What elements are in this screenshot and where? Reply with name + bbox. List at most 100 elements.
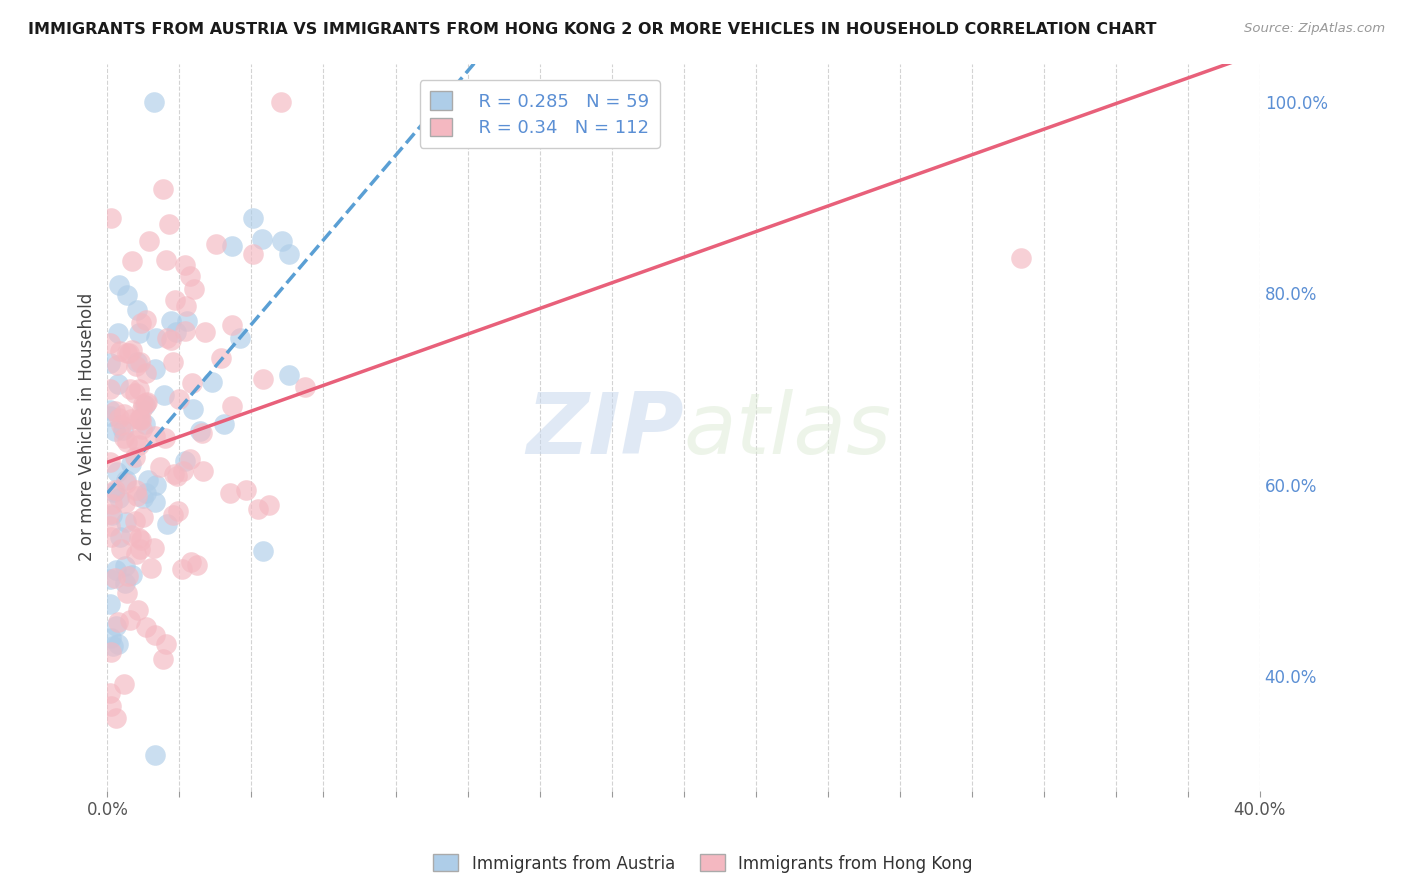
Point	[98, 409, 121, 423]
Point	[166, 504, 188, 518]
Point	[183, 282, 205, 296]
Point	[101, 639, 124, 653]
Point	[121, 343, 143, 357]
Point	[172, 464, 194, 478]
Point	[143, 495, 166, 509]
Point	[142, 541, 165, 556]
Text: IMMIGRANTS FROM AUSTRIA VS IMMIGRANTS FROM HONG KONG 2 OR MORE VEHICLES IN HOUSE: IMMIGRANTS FROM AUSTRIA VS IMMIGRANTS FR…	[28, 22, 1157, 37]
Point	[115, 473, 138, 487]
Point	[143, 628, 166, 642]
Point	[110, 541, 132, 556]
Point	[160, 334, 183, 348]
Point	[118, 346, 141, 360]
Text: Source: ZipAtlas.com: Source: ZipAtlas.com	[1244, 22, 1385, 36]
Point	[100, 631, 122, 645]
Point	[120, 382, 142, 396]
Point	[115, 345, 138, 359]
Point	[125, 434, 148, 448]
Point	[138, 473, 160, 487]
Point	[125, 483, 148, 497]
Point	[156, 331, 179, 345]
Point	[186, 558, 208, 572]
Point	[190, 426, 212, 441]
Point	[173, 324, 195, 338]
Point	[242, 211, 264, 225]
Point	[114, 495, 136, 509]
Point	[156, 516, 179, 531]
Point	[174, 258, 197, 272]
Point	[135, 486, 157, 500]
Point	[219, 486, 242, 500]
Point	[124, 514, 146, 528]
Point	[115, 435, 138, 450]
Point	[128, 531, 150, 545]
Point	[163, 467, 186, 482]
Point	[180, 555, 202, 569]
Point	[108, 410, 131, 425]
Point	[135, 313, 157, 327]
Point	[1010, 251, 1032, 265]
Point	[142, 95, 165, 110]
Point	[252, 372, 274, 386]
Point	[134, 398, 156, 412]
Point	[188, 425, 211, 439]
Point	[120, 528, 142, 542]
Point	[152, 387, 174, 401]
Point	[135, 367, 157, 381]
Point	[162, 508, 184, 522]
Point	[257, 498, 280, 512]
Point	[98, 402, 121, 417]
Point	[125, 547, 148, 561]
Point	[242, 247, 264, 261]
Point	[107, 637, 129, 651]
Point	[131, 401, 153, 416]
Point	[115, 585, 138, 599]
Point	[170, 562, 193, 576]
Point	[124, 359, 146, 373]
Point	[179, 269, 201, 284]
Point	[124, 386, 146, 401]
Point	[176, 314, 198, 328]
Legend: Immigrants from Austria, Immigrants from Hong Kong: Immigrants from Austria, Immigrants from…	[426, 847, 980, 880]
Point	[201, 376, 224, 390]
Point	[112, 431, 135, 445]
Point	[128, 541, 150, 556]
Point	[98, 356, 121, 370]
Point	[129, 533, 152, 548]
Point	[107, 615, 129, 629]
Point	[270, 95, 292, 110]
Point	[100, 644, 122, 658]
Point	[121, 253, 143, 268]
Point	[115, 476, 138, 491]
Point	[100, 699, 122, 714]
Point	[101, 497, 124, 511]
Point	[194, 325, 217, 339]
Point	[155, 253, 177, 268]
Point	[111, 423, 134, 437]
Point	[191, 464, 214, 478]
Y-axis label: 2 or more Vehicles in Household: 2 or more Vehicles in Household	[79, 293, 96, 561]
Point	[114, 559, 136, 574]
Point	[143, 747, 166, 762]
Point	[108, 343, 131, 358]
Point	[98, 686, 121, 700]
Point	[105, 358, 128, 372]
Point	[127, 490, 149, 504]
Point	[277, 368, 299, 383]
Point	[115, 515, 138, 529]
Point	[141, 561, 163, 575]
Point	[104, 483, 127, 497]
Point	[128, 438, 150, 452]
Legend:   R = 0.285   N = 59,   R = 0.34   N = 112: R = 0.285 N = 59, R = 0.34 N = 112	[419, 80, 659, 148]
Point	[250, 232, 273, 246]
Point	[155, 637, 177, 651]
Point	[108, 530, 131, 544]
Point	[235, 483, 257, 498]
Point	[148, 459, 170, 474]
Point	[294, 380, 316, 394]
Point	[204, 237, 226, 252]
Point	[114, 575, 136, 590]
Point	[221, 399, 243, 413]
Point	[129, 412, 152, 426]
Point	[228, 331, 250, 345]
